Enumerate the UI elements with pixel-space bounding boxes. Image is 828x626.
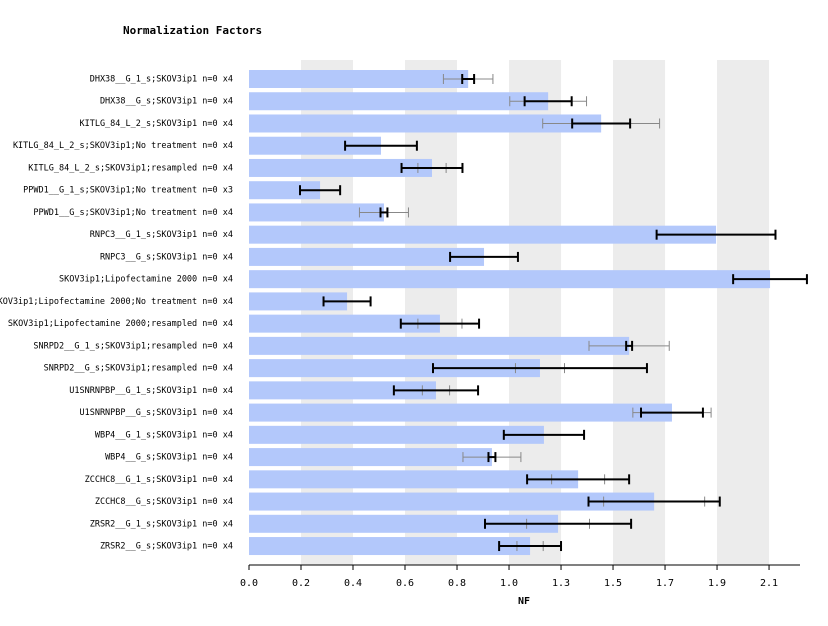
y-tick-label: ZRSR2__G_s;SKOV3ip1 n=0 x4 <box>100 542 233 552</box>
error-bar <box>487 452 497 463</box>
error-bar <box>502 429 586 440</box>
error-bar <box>625 340 634 351</box>
y-tick-label: RNPC3__G_1_s;SKOV3ip1 n=0 x4 <box>90 230 233 240</box>
error-bar <box>526 474 631 485</box>
x-tick-label: 1.7 <box>656 578 674 589</box>
y-tick-label: KITLG_84_L_2_s;SKOV3ip1 n=0 x4 <box>79 119 233 129</box>
bar <box>249 70 469 88</box>
y-tick-label: KITLG_84_L_2_s;SKOV3ip1;resampled n=0 x4 <box>28 163 233 173</box>
bar <box>249 114 602 133</box>
y-tick-label: WBP4__G_1_s;SKOV3ip1 n=0 x4 <box>95 430 233 440</box>
x-tick-label: 0.8 <box>448 578 466 589</box>
bar <box>249 359 540 378</box>
bar <box>249 381 436 400</box>
error-bar <box>299 185 342 196</box>
bar <box>249 314 440 333</box>
error-bar <box>640 407 704 418</box>
x-axis-label: NF <box>518 596 530 607</box>
background-band <box>717 60 770 565</box>
y-tick-label: ZRSR2__G_1_s;SKOV3ip1 n=0 x4 <box>90 519 233 529</box>
bar <box>249 158 433 177</box>
error-bar <box>399 318 481 329</box>
bar <box>249 492 655 511</box>
error-bar <box>484 518 633 529</box>
y-tick-label: RNPC3__G_s;SKOV3ip1 n=0 x4 <box>100 252 233 262</box>
error-bar <box>449 251 519 262</box>
error-bar <box>461 74 476 84</box>
background-band <box>405 60 458 565</box>
x-tick-label: 0.6 <box>396 578 414 589</box>
chart-title: Normalization Factors <box>123 24 262 37</box>
bar <box>249 403 672 422</box>
background-band <box>301 60 354 565</box>
bar <box>249 181 321 200</box>
error-bar <box>571 118 632 129</box>
x-tick-label: 1.9 <box>708 578 726 589</box>
y-tick-label: DHX38__G_s;SKOV3ip1 n=0 x4 <box>100 97 233 107</box>
bar <box>249 247 485 266</box>
y-tick-label: DHX38__G_1_s;SKOV3ip1 n=0 x4 <box>90 75 233 85</box>
x-tick-label: 0.0 <box>240 578 258 589</box>
error-bar <box>732 274 808 285</box>
bar <box>249 336 630 355</box>
error-bar <box>392 385 480 396</box>
x-tick-label: 2.1 <box>760 578 778 589</box>
x-tick-label: 1.5 <box>604 578 622 589</box>
bar <box>249 470 579 489</box>
bar <box>249 537 531 556</box>
y-tick-label: SNRPD2__G_s;SKOV3ip1;resampled n=0 x4 <box>44 364 233 374</box>
error-bar <box>379 207 389 218</box>
bar <box>249 448 492 467</box>
background-band <box>509 60 562 565</box>
error-bar <box>344 140 418 151</box>
error-bar <box>400 162 464 173</box>
x-tick-label: 0.2 <box>292 578 310 589</box>
y-tick-label: WBP4__G_s;SKOV3ip1 n=0 x4 <box>105 453 233 463</box>
error-bar <box>523 96 573 107</box>
bar <box>249 92 549 111</box>
error-bar <box>498 541 563 552</box>
error-bar <box>322 296 372 307</box>
y-tick-label: ZCCHC8__G_s;SKOV3ip1 n=0 x4 <box>95 497 233 507</box>
error-bar <box>431 363 648 374</box>
bar <box>249 425 544 444</box>
y-tick-label: ZCCHC8__G_1_s;SKOV3ip1 n=0 x4 <box>85 475 233 485</box>
y-tick-label: KITLG_84_L_2_s;SKOV3ip1;No treatment n=0… <box>13 141 233 151</box>
y-tick-label: U1SNRNPBP__G_s;SKOV3ip1 n=0 x4 <box>79 408 233 418</box>
y-tick-label: SKOV3ip1;Lipofectamine 2000 n=0 x4 <box>59 275 233 285</box>
background-band <box>613 60 666 565</box>
x-tick-label: 1.0 <box>500 578 518 589</box>
y-tick-label: SNRPD2__G_1_s;SKOV3ip1;resampled n=0 x4 <box>33 341 233 351</box>
error-bar <box>655 229 777 240</box>
bar <box>249 225 717 244</box>
y-tick-label: PPWD1__G_s;SKOV3ip1;No treatment n=0 x4 <box>33 208 233 218</box>
y-tick-label: SKOV3ip1;Lipofectamine 2000;No treatment… <box>0 297 233 307</box>
bar <box>249 514 559 533</box>
y-tick-label: PPWD1__G_1_s;SKOV3ip1;No treatment n=0 x… <box>23 186 233 196</box>
y-tick-label: SKOV3ip1;Lipofectamine 2000;resampled n=… <box>8 319 233 329</box>
x-tick-label: 0.4 <box>344 578 362 589</box>
error-bar <box>587 496 721 507</box>
bar <box>249 203 384 222</box>
bar <box>249 136 381 155</box>
x-tick-label: 1.3 <box>552 578 570 589</box>
bar <box>249 270 771 289</box>
y-tick-label: U1SNRNPBP__G_1_s;SKOV3ip1 n=0 x4 <box>69 386 233 396</box>
